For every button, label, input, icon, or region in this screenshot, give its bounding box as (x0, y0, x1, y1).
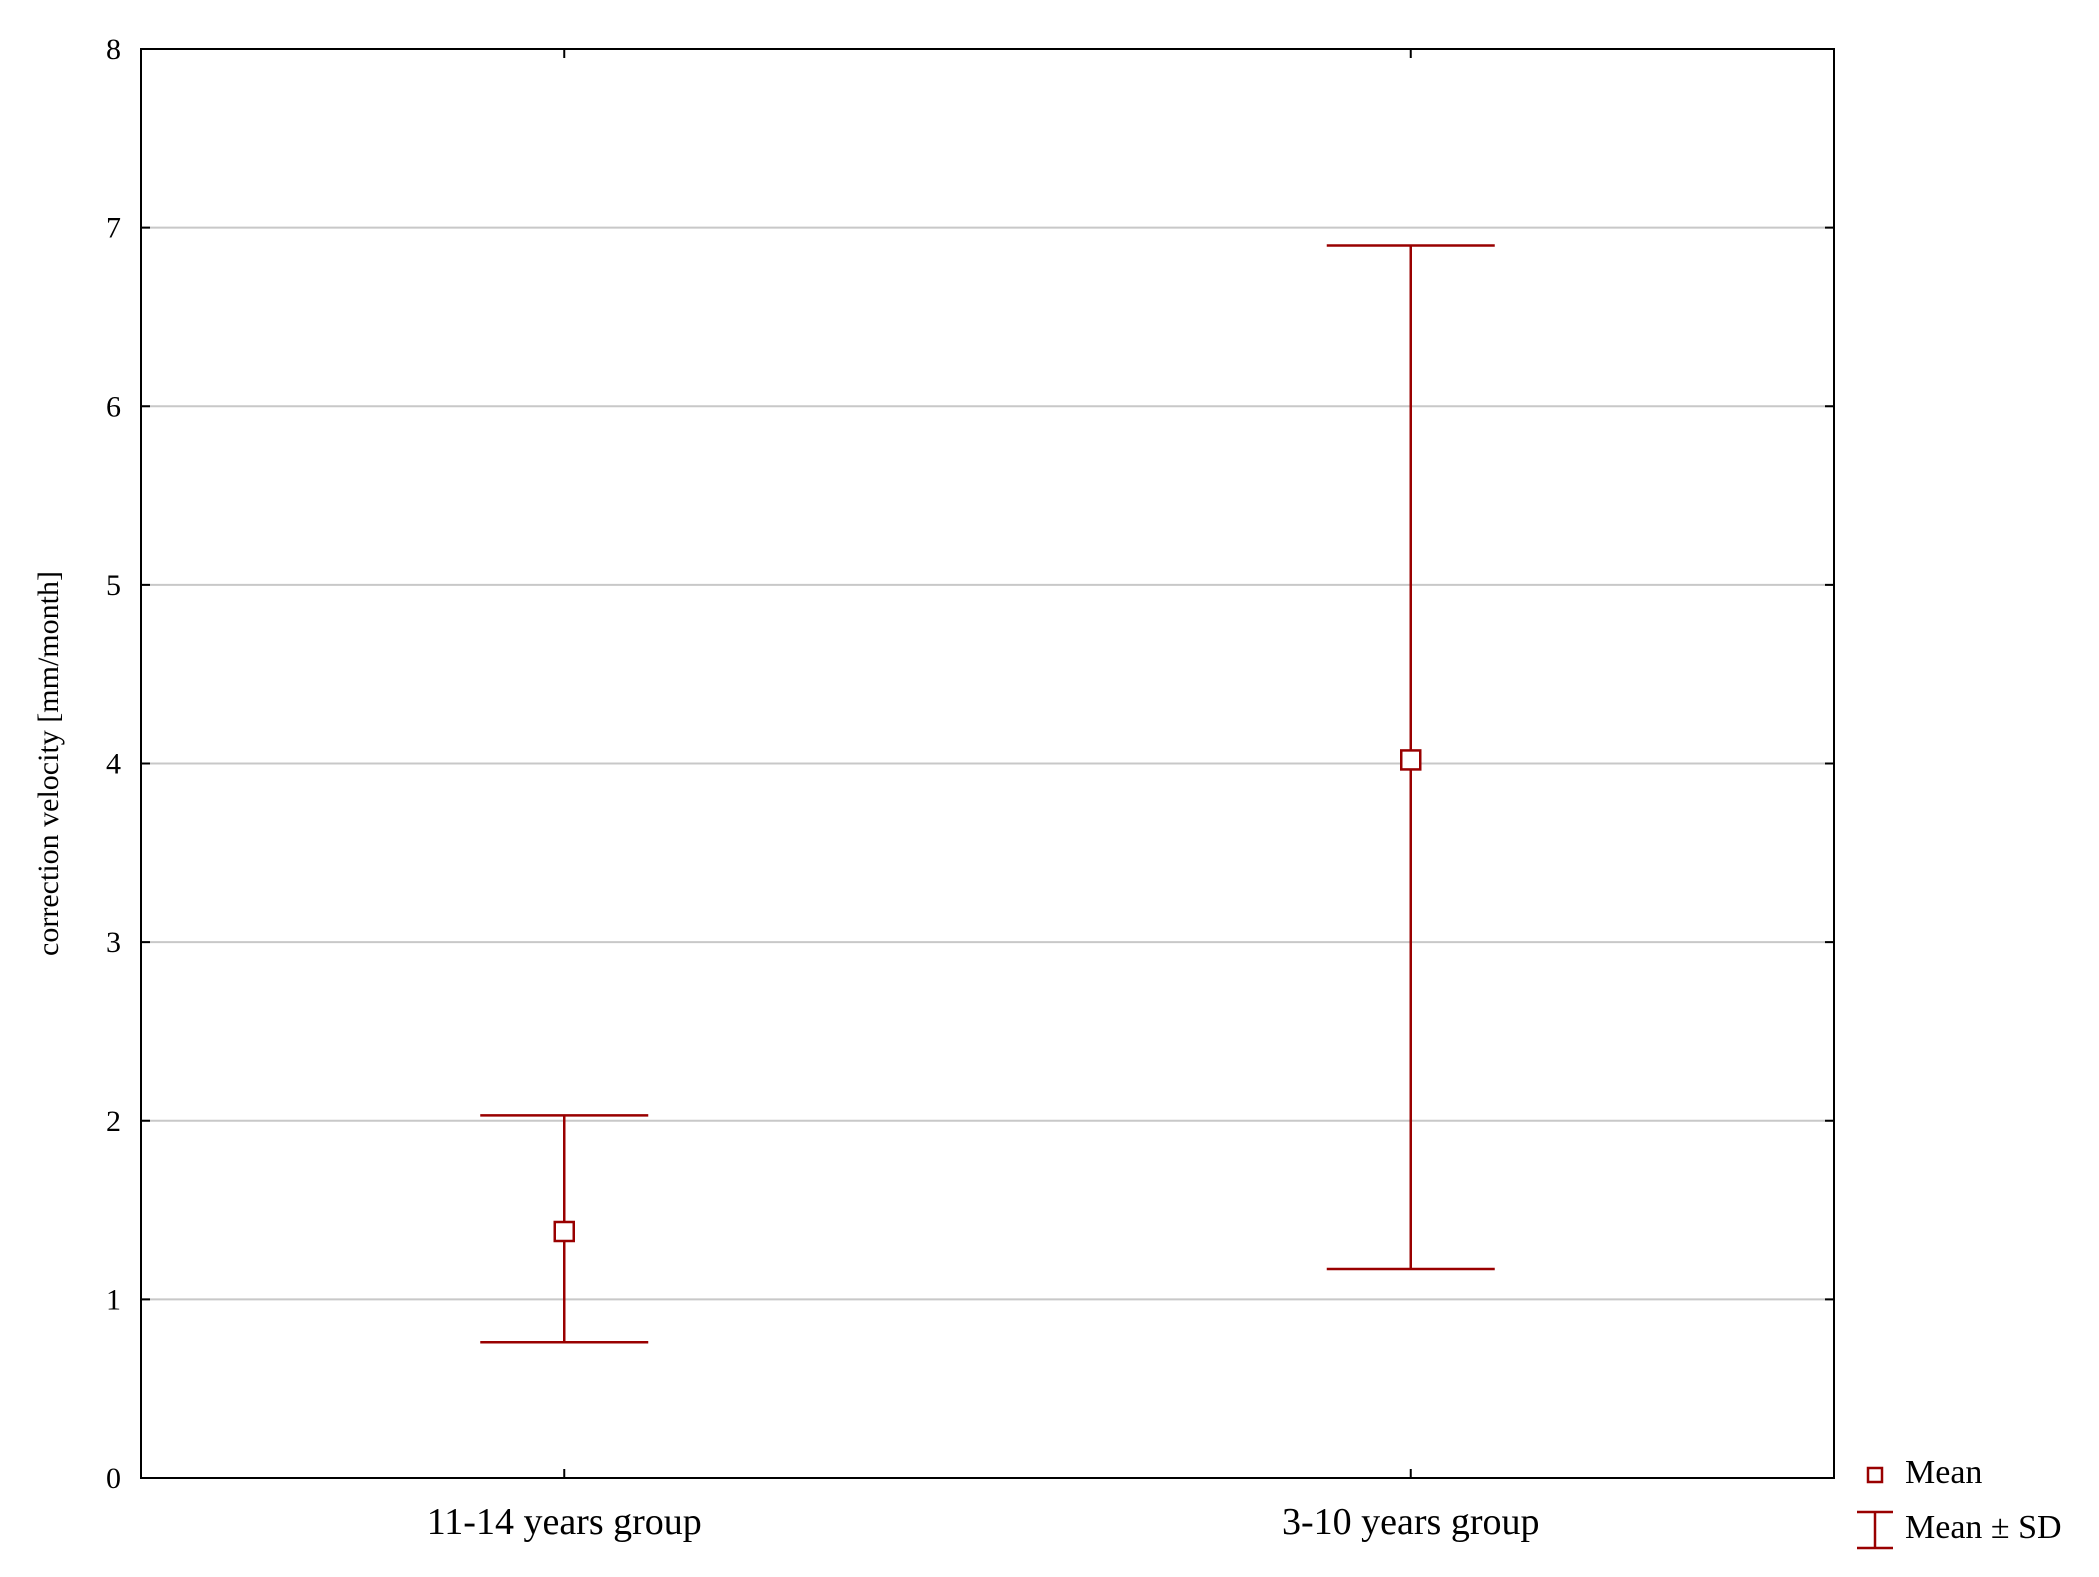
y-tick-label-2: 2 (106, 1105, 121, 1138)
y-tick-label-5: 5 (106, 569, 121, 602)
y-tick-label-4: 4 (106, 748, 121, 781)
y-tick-label-3: 3 (106, 926, 121, 959)
legend-mean-label: Mean (1905, 1454, 1982, 1491)
y-tick-label-1: 1 (106, 1283, 121, 1316)
y-tick-label-8: 8 (106, 33, 121, 66)
y-tick-label-6: 6 (106, 390, 121, 423)
mean-marker (553, 1220, 575, 1243)
mean-marker (1400, 749, 1422, 771)
mean-markers (553, 749, 1422, 1243)
legend-error-label: Mean ± SD (1905, 1509, 2062, 1546)
x-category-label: 3-10 years group (1282, 1501, 1539, 1543)
y-tick-labels: 0 1 2 3 4 5 6 7 8 (106, 33, 121, 1495)
error-bars (480, 244, 1495, 1344)
legend: Mean Mean ± SD (1857, 1454, 2062, 1550)
legend-mean-marker (1866, 1466, 1884, 1484)
gridlines (141, 226, 1834, 1301)
plot-area-frame (140, 48, 1835, 1479)
legend-error-marker (1857, 1510, 1893, 1550)
x-category-label: 11-14 years group (427, 1501, 702, 1543)
y-tick-label-0: 0 (106, 1462, 121, 1495)
x-category-labels: 11-14 years group 3-10 years group (427, 1501, 1540, 1543)
y-axis-label: correction velocity [mm/month] (32, 571, 65, 956)
y-tick-label-7: 7 (106, 212, 121, 245)
